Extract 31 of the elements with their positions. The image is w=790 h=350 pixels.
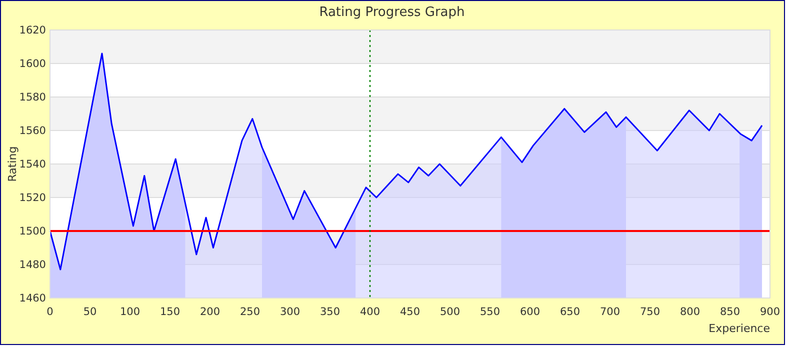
y-tick-label: 1540: [19, 158, 46, 171]
y-tick-label: 1620: [19, 24, 46, 37]
x-tick-label: 750: [640, 306, 660, 318]
x-tick-label: 900: [760, 306, 780, 318]
x-tick-label: 100: [120, 306, 140, 318]
y-tick-label: 1600: [19, 58, 46, 70]
x-axis-title: Experience: [708, 322, 770, 335]
x-tick-label: 0: [46, 306, 54, 318]
x-tick-label: 500: [440, 306, 460, 318]
x-tick-label: 650: [560, 306, 580, 318]
chart-title: Rating Progress Graph: [319, 5, 465, 20]
x-tick-label: 150: [160, 306, 180, 318]
x-tick-label: 200: [200, 306, 220, 318]
x-tick-label: 700: [600, 306, 620, 318]
x-tick-label: 50: [83, 306, 97, 318]
x-tick-label: 800: [680, 306, 700, 318]
y-tick-label: 1560: [19, 125, 46, 138]
x-tick-label: 850: [720, 306, 740, 318]
y-tick-label: 1580: [19, 92, 46, 104]
y-tick-label: 1480: [19, 259, 46, 272]
y-tick-label: 1500: [19, 226, 46, 238]
x-tick-label: 550: [480, 306, 500, 318]
y-axis-title: Rating: [6, 146, 19, 182]
x-tick-label: 600: [520, 306, 540, 318]
x-tick-label: 400: [360, 306, 380, 318]
y-tick-label: 1460: [19, 292, 46, 305]
x-tick-label: 250: [240, 306, 260, 318]
x-tick-label: 350: [320, 306, 340, 318]
x-tick-label: 300: [280, 306, 300, 318]
y-tick-label: 1520: [19, 192, 46, 204]
x-tick-label: 450: [400, 306, 420, 318]
